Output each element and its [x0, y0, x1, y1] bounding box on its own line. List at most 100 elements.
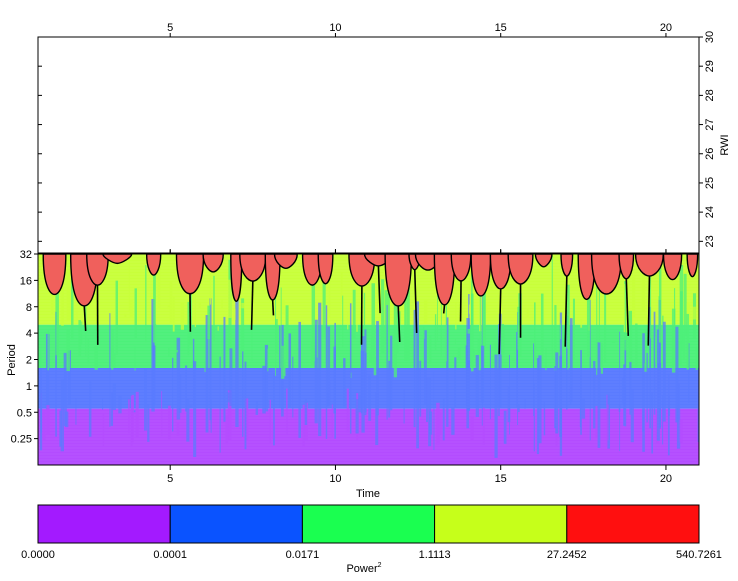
- power-spike: [172, 357, 174, 432]
- power-spike: [209, 298, 212, 421]
- power-spike: [686, 303, 689, 310]
- power-spike: [446, 317, 449, 427]
- significant-power-regions: [42, 254, 699, 355]
- significant-region: [273, 254, 298, 269]
- power-spike: [168, 405, 171, 440]
- contour-spike: [442, 304, 446, 314]
- power-spike: [597, 342, 601, 448]
- power-spike: [494, 354, 498, 458]
- power-spike: [88, 381, 92, 437]
- power-spike: [454, 339, 456, 345]
- power-spike: [655, 336, 659, 363]
- power-spike: [340, 271, 343, 304]
- power-spike: [111, 348, 114, 370]
- power-spike: [373, 356, 377, 376]
- power-spike: [264, 344, 269, 412]
- power-spike: [635, 323, 638, 367]
- power-spike: [376, 321, 379, 416]
- power-spike: [671, 308, 676, 373]
- power-spike: [296, 348, 299, 351]
- power-spike: [437, 264, 438, 341]
- series-x-tick-label: 15: [495, 22, 507, 34]
- power-spike: [283, 359, 286, 377]
- power-spike: [593, 360, 596, 429]
- power-spike: [569, 318, 573, 403]
- power-spike: [653, 311, 656, 415]
- wavelet-x-tick-label: 20: [660, 473, 672, 485]
- contour-spike: [625, 278, 630, 336]
- power-spike: [42, 411, 46, 440]
- contour-spike: [397, 305, 401, 343]
- power-spike: [688, 305, 690, 308]
- power-spike: [457, 348, 461, 359]
- power-spike: [470, 293, 474, 372]
- power-colorbar: 0.0000 0.0001 0.0171 1.1113 27.2452 540.7261 …: [21, 504, 722, 575]
- power-spike: [66, 269, 71, 322]
- power-spike: [255, 401, 259, 415]
- power-spike: [534, 302, 536, 367]
- power-spike: [168, 348, 170, 357]
- power-spike: [207, 305, 211, 340]
- colorbar-title-superscript: 2: [378, 562, 382, 569]
- power-spike: [205, 315, 209, 433]
- power-spike: [172, 296, 175, 332]
- power-spike: [692, 306, 696, 320]
- power-spike: [554, 366, 556, 429]
- power-spike: [368, 351, 372, 363]
- power-spike: [227, 392, 231, 403]
- power-spike: [192, 338, 195, 405]
- period-tick-label: 2: [26, 355, 32, 367]
- power-spike: [662, 321, 666, 422]
- wavelet-period-ticks: 0.25 0.5 1 2 4 8 16 32: [11, 249, 38, 446]
- power-spike: [641, 275, 645, 311]
- period-tick-label: 32: [20, 249, 32, 261]
- wavelet-x-tick-label: 15: [495, 473, 507, 485]
- power-spike: [102, 413, 105, 446]
- power-spike: [662, 315, 664, 365]
- power-spike: [629, 361, 632, 415]
- power-spike: [688, 343, 690, 404]
- power-spike: [455, 302, 457, 330]
- power-spike: [228, 279, 232, 318]
- power-spike: [501, 323, 505, 350]
- power-spike: [524, 399, 526, 409]
- power-spike: [623, 284, 625, 333]
- power-spike: [349, 303, 352, 434]
- power-spike: [161, 391, 163, 437]
- power-spike: [356, 320, 358, 332]
- power-spike: [225, 415, 229, 445]
- power-spike: [480, 345, 485, 403]
- series-panel: 5 10 15 20 23 24 25 26 27 28 29 30 RWI: [37, 22, 731, 254]
- power-spike: [102, 397, 104, 410]
- power-spike: [94, 346, 98, 370]
- power-spike: [50, 287, 54, 315]
- power-spike: [251, 301, 253, 361]
- power-spike: [650, 266, 652, 339]
- power-spike: [304, 399, 308, 425]
- power-spike: [169, 281, 173, 323]
- power-spike: [134, 288, 137, 338]
- series-y-tick-label: 28: [704, 89, 716, 101]
- series-y-tick-label: 29: [704, 60, 716, 72]
- power-spike: [466, 333, 470, 412]
- contour-spike: [498, 288, 502, 355]
- power-spike: [540, 293, 544, 352]
- power-spike: [381, 279, 385, 355]
- significant-region: [317, 254, 334, 285]
- significant-region: [470, 254, 492, 297]
- contour-spike: [564, 276, 568, 347]
- power-spike: [223, 316, 226, 422]
- power-spike: [124, 313, 127, 317]
- power-spike: [244, 361, 247, 450]
- power-spike: [387, 292, 390, 353]
- power-spike: [413, 309, 416, 428]
- power-spike: [536, 358, 540, 455]
- power-spike: [572, 298, 575, 360]
- power-spike: [130, 395, 133, 447]
- power-spike: [311, 283, 316, 361]
- power-spike: [507, 386, 511, 423]
- power-spike: [128, 399, 130, 434]
- power-spike: [628, 310, 633, 368]
- power-spike: [221, 298, 223, 308]
- power-spike: [559, 355, 562, 437]
